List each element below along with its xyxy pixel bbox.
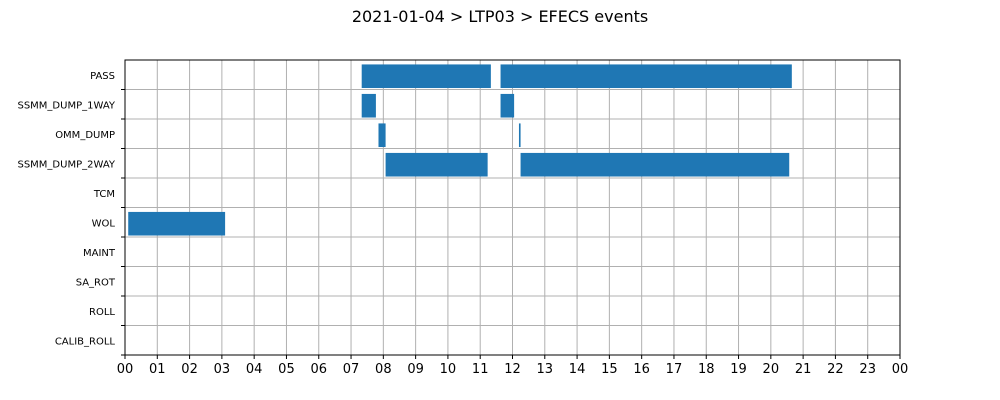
event-bar: [378, 123, 386, 148]
x-tick-label: 21: [795, 362, 812, 377]
x-tick-label: 18: [698, 362, 715, 377]
x-tick-label: 08: [375, 362, 392, 377]
x-tick-label: 19: [730, 362, 747, 377]
chart-title: 2021-01-04 > LTP03 > EFECS events: [352, 7, 648, 26]
x-tick-label: 15: [601, 362, 618, 377]
y-category-label: OMM_DUMP: [55, 130, 115, 141]
event-bar: [500, 64, 792, 89]
y-category-label: SSMM_DUMP_2WAY: [17, 159, 115, 170]
x-tick-label: 01: [149, 362, 166, 377]
x-tick-label: 14: [569, 362, 586, 377]
x-tick-label: 06: [310, 362, 327, 377]
x-tick-label: 10: [440, 362, 457, 377]
x-tick-label: 20: [763, 362, 780, 377]
axis-ticks: [121, 89, 901, 359]
y-category-label: SA_ROT: [76, 277, 116, 288]
event-bar: [385, 152, 488, 177]
event-bar: [361, 93, 376, 118]
event-bar: [361, 64, 491, 89]
event-bar: [128, 211, 226, 236]
event-bars: [128, 64, 792, 236]
x-tick-label: 00: [892, 362, 909, 377]
x-tick-label: 13: [537, 362, 554, 377]
event-bar: [520, 152, 790, 177]
y-category-label: WOL: [92, 218, 116, 229]
x-tick-label: 02: [181, 362, 198, 377]
event-bar: [500, 93, 515, 118]
x-tick-label: 23: [859, 362, 876, 377]
x-tick-label: 12: [504, 362, 521, 377]
y-category-label: MAINT: [83, 248, 116, 259]
event-bar: [518, 123, 521, 148]
x-tick-label: 17: [666, 362, 683, 377]
x-tick-label: 16: [633, 362, 650, 377]
y-category-label: ROLL: [89, 307, 115, 318]
x-tick-label: 11: [472, 362, 489, 377]
x-tick-label: 09: [407, 362, 424, 377]
y-category-label: PASS: [90, 71, 115, 82]
x-tick-label: 05: [278, 362, 295, 377]
x-tick-label: 22: [827, 362, 844, 377]
y-category-label: TCM: [93, 189, 115, 200]
y-category-label: SSMM_DUMP_1WAY: [17, 100, 115, 111]
axis-labels: 00 01 02 03 04 05 06 07 08 09 10 11 12 13 14 15 16 17 18 19…: [17, 71, 908, 377]
x-tick-label: 03: [214, 362, 231, 377]
y-category-label: CALIB_ROLL: [55, 336, 116, 347]
x-tick-label: 07: [343, 362, 360, 377]
x-tick-label: 04: [246, 362, 263, 377]
x-tick-label: 00: [117, 362, 134, 377]
